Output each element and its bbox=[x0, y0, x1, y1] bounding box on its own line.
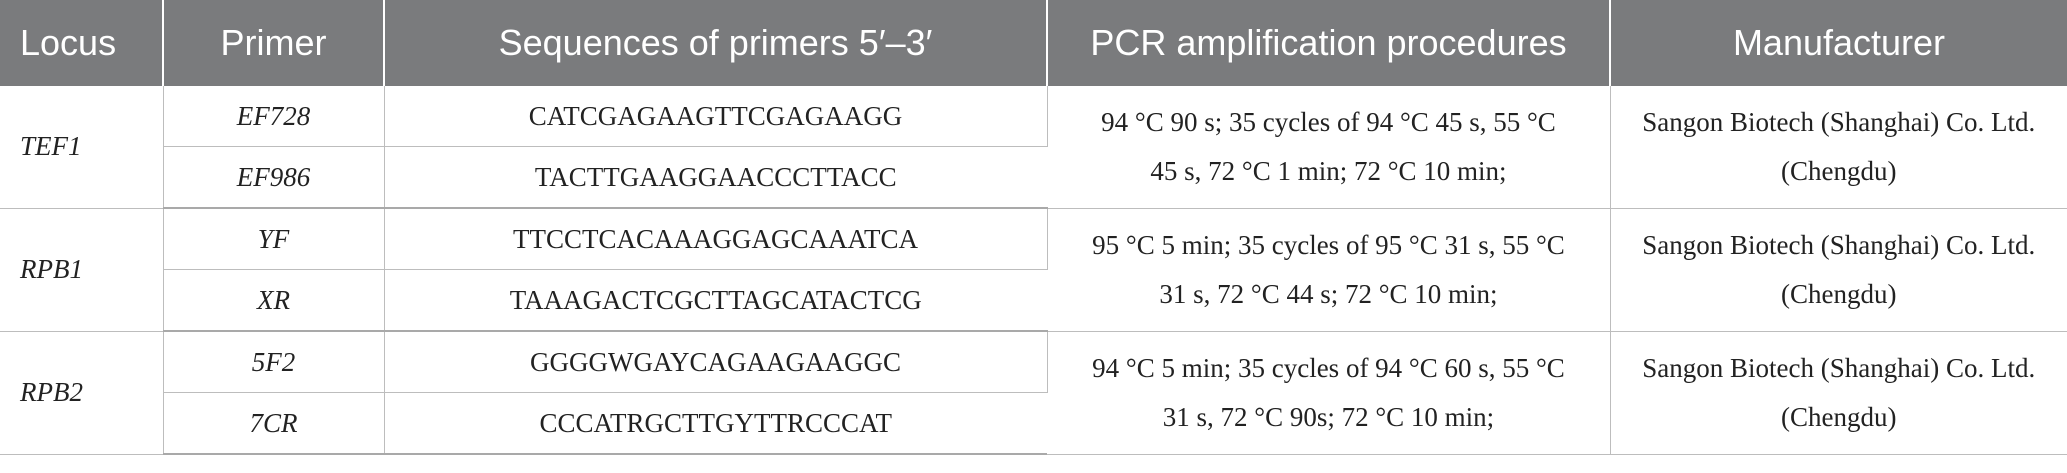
manufacturer-line: Sangon Biotech (Shanghai) Co. Ltd. bbox=[1642, 106, 2036, 137]
primer-table: Locus Primer Sequences of primers 5′–3′ … bbox=[0, 0, 2067, 455]
locus-cell: TEF1 bbox=[0, 86, 164, 209]
pcr-line: 31 s, 72 °C 44 s; 72 °C 10 min; bbox=[1159, 278, 1498, 309]
table-row: RPB2 5F2 GGGGWGAYCAGAAGAAGGC 94 °C 5 min… bbox=[0, 331, 2067, 455]
primer-name-cell: 7CR bbox=[163, 392, 385, 455]
table-row: RPB1 YF TTCCTCACAAAGGAGCAAATCA 95 °C 5 m… bbox=[0, 208, 2067, 332]
table-body: TEF1 EF728 CATCGAGAAGTTCGAGAAGG 94 °C 90… bbox=[0, 86, 2067, 455]
manufacturer-cell: Sangon Biotech (Shanghai) Co. Ltd. (Cheng… bbox=[1610, 208, 2067, 332]
locus-cell: RPB2 bbox=[0, 331, 164, 455]
primer-name-cell: EF728 bbox=[163, 86, 385, 147]
header-sequence: Sequences of primers 5′–3′ bbox=[384, 0, 1048, 86]
manufacturer-line: Sangon Biotech (Shanghai) Co. Ltd. bbox=[1642, 352, 2036, 383]
header-pcr: PCR amplification procedures bbox=[1047, 0, 1611, 86]
header-locus: Locus bbox=[0, 0, 164, 86]
primer-name-cell: XR bbox=[163, 269, 385, 332]
header-primer: Primer bbox=[163, 0, 385, 86]
primer-name-cell: YF bbox=[163, 208, 385, 270]
header-row: Locus Primer Sequences of primers 5′–3′ … bbox=[0, 0, 2067, 86]
table-row: EF986 TACTTGAAGGAACCCTTACC bbox=[0, 146, 2067, 209]
table-row: TEF1 EF728 CATCGAGAAGTTCGAGAAGG 94 °C 90… bbox=[0, 86, 2067, 209]
primer-sequence-cell: TAAAGACTCGCTTAGCATACTCG bbox=[384, 269, 1047, 332]
pcr-procedure-cell: 94 °C 5 min; 35 cycles of 94 °C 60 s, 55… bbox=[1047, 331, 1611, 455]
primer-name-cell: EF986 bbox=[163, 146, 385, 209]
pcr-line: 95 °C 5 min; 35 cycles of 95 °C 31 s, 55… bbox=[1092, 229, 1565, 260]
manufacturer-cell: Sangon Biotech (Shanghai) Co. Ltd. (Cheng… bbox=[1610, 331, 2067, 455]
manufacturer-line: (Chengdu) bbox=[1781, 155, 1897, 186]
primer-sequence-cell: CATCGAGAAGTTCGAGAAGG bbox=[384, 86, 1048, 147]
manufacturer-cell: Sangon Biotech (Shanghai) Co. Ltd. (Cheng… bbox=[1610, 86, 2067, 209]
pcr-line: 45 s, 72 °C 1 min; 72 °C 10 min; bbox=[1150, 155, 1507, 186]
primer-name-cell: 5F2 bbox=[163, 331, 385, 393]
table-row: 7CR CCCATRGCTTGYTTRCCCAT bbox=[0, 392, 2067, 455]
manufacturer-line: (Chengdu) bbox=[1781, 278, 1897, 309]
primer-sequence-cell: GGGGWGAYCAGAAGAAGGC bbox=[384, 331, 1048, 393]
primer-sequence-cell: TACTTGAAGGAACCCTTACC bbox=[384, 146, 1047, 209]
manufacturer-line: Sangon Biotech (Shanghai) Co. Ltd. bbox=[1642, 229, 2036, 260]
pcr-procedure-cell: 95 °C 5 min; 35 cycles of 95 °C 31 s, 55… bbox=[1047, 208, 1611, 332]
table-row: XR TAAAGACTCGCTTAGCATACTCG bbox=[0, 269, 2067, 332]
pcr-line: 94 °C 5 min; 35 cycles of 94 °C 60 s, 55… bbox=[1092, 352, 1565, 383]
primer-sequence-cell: TTCCTCACAAAGGAGCAAATCA bbox=[384, 208, 1048, 270]
pcr-line: 94 °C 90 s; 35 cycles of 94 °C 45 s, 55 … bbox=[1101, 106, 1556, 137]
table-header: Locus Primer Sequences of primers 5′–3′ … bbox=[0, 0, 2067, 86]
manufacturer-line: (Chengdu) bbox=[1781, 401, 1897, 432]
locus-cell: RPB1 bbox=[0, 208, 164, 332]
pcr-line: 31 s, 72 °C 90s; 72 °C 10 min; bbox=[1162, 401, 1495, 432]
primer-sequence-cell: CCCATRGCTTGYTTRCCCAT bbox=[384, 392, 1047, 455]
pcr-procedure-cell: 94 °C 90 s; 35 cycles of 94 °C 45 s, 55 … bbox=[1047, 86, 1611, 209]
header-manufacturer: Manufacturer bbox=[1610, 0, 2067, 86]
